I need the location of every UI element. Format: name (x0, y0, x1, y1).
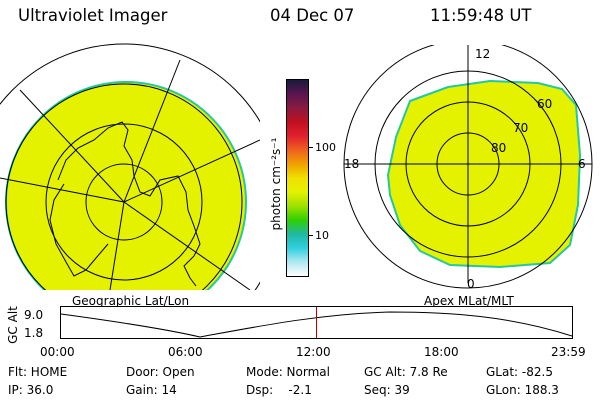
colorbar (286, 79, 309, 277)
altitude-ylabel: GC Alt (5, 306, 20, 344)
altitude-xtick-2: 12:00 (296, 345, 331, 359)
mlt-label-12: 12 (475, 47, 491, 61)
altitude-xtick-4: 23:59 (551, 345, 586, 359)
auroral-oval-fill (386, 79, 582, 269)
status-gain: Gain: 14 (126, 383, 177, 397)
mlat-label-80: 80 (491, 141, 507, 155)
status-gc-alt: GC Alt: 7.8 Re (364, 365, 448, 379)
date-label: 04 Dec 07 (270, 6, 355, 25)
instrument-title: Ultraviolet Imager (18, 6, 168, 25)
colorbar-tick-10 (308, 235, 313, 236)
altitude-curve (60, 311, 573, 338)
time-label: 11:59:48 UT (430, 6, 532, 25)
altitude-xtick-3: 18:00 (424, 345, 459, 359)
status-glat: GLat: -82.5 (486, 365, 553, 379)
altitude-xtick-0: 00:00 (40, 345, 75, 359)
colorbar-tick-label-100: 100 (315, 141, 336, 154)
colorbar-tick-label-10: 10 (315, 229, 329, 242)
magnetic-image (343, 45, 593, 289)
right-panel-caption: Apex MLat/MLT (424, 294, 514, 308)
geographic-image (0, 43, 260, 290)
mlt-label-18: 18 (344, 157, 360, 171)
status-door: Door: Open (126, 365, 195, 379)
status-flt: Flt: HOME (8, 365, 68, 379)
mlt-label-6: 6 (578, 157, 586, 171)
mlat-label-60: 60 (537, 97, 553, 111)
mlat-label-70: 70 (513, 121, 529, 135)
status-mode: Mode: Normal (246, 365, 330, 379)
status-glon: GLon: 188.3 (486, 383, 559, 397)
coastline-antarctica (49, 121, 201, 287)
status-ip: IP: 36.0 (8, 383, 54, 397)
altitude-plot (60, 306, 573, 339)
status-seq: Seq: 39 (364, 383, 410, 397)
mlt-label-0: 0 (467, 277, 475, 291)
colorbar-unit-label: photon cm⁻²s⁻¹ (269, 137, 283, 231)
altitude-xtick-1: 06:00 (168, 345, 203, 359)
longitude-lines (0, 59, 260, 290)
status-dsp: Dsp: -2.1 (246, 383, 312, 397)
colorbar-tick-100 (308, 147, 313, 148)
left-panel-caption: Geographic Lat/Lon (72, 294, 190, 308)
altitude-ytick-high: 9.0 (24, 308, 44, 322)
mlt-lines (344, 45, 592, 283)
altitude-ytick-low: 1.8 (24, 326, 44, 340)
